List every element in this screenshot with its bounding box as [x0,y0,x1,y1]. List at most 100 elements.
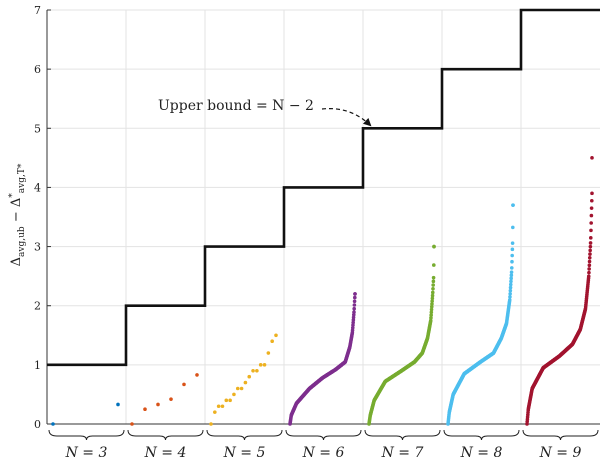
data-point [430,296,435,301]
labels: 0 1 2 3 4 5 6 7 N = 3 N = 4 N = 5 N = 6 N = 7 N = 8 N … [34,4,599,461]
data-point [586,274,591,279]
data-point [352,306,356,311]
data-point [432,263,436,267]
data-point [590,198,594,203]
data-point [351,312,356,317]
data-point [590,191,594,196]
data-point [508,291,512,296]
data-point [431,275,436,280]
data-point [130,422,134,426]
group-label: N = 9 [539,445,582,461]
data-point [216,404,221,409]
y-tick-label: 5 [34,122,41,135]
data-point [429,313,433,317]
data-point [239,386,244,391]
data-point [169,397,173,401]
y-tick-label: 3 [34,241,41,254]
data-point [588,236,593,240]
data-point [274,333,278,338]
data-point [430,299,434,303]
data-point [510,247,515,252]
data-point [587,267,591,271]
data-point [270,339,274,344]
data-point [251,368,255,373]
data-point [143,407,147,412]
data-point [589,206,594,210]
data-point [588,241,593,245]
data-point [430,293,435,298]
data-point [350,325,355,330]
data-point [235,386,240,391]
group-brace [285,429,362,441]
data-point [266,351,271,355]
data-point [429,310,434,315]
data-point [508,285,513,290]
group-brace [206,429,283,441]
data-point [429,307,434,312]
data-point [51,422,55,426]
data-point [589,228,593,233]
grid [47,9,600,425]
data-point [351,315,356,320]
data-point [507,298,512,302]
data-point [587,259,592,264]
data-point [351,320,355,325]
group-brace [364,429,441,441]
data-point [509,266,514,270]
upper-bound-staircase [47,8,600,367]
data-point [213,410,217,414]
data-point [224,398,229,403]
data-point [182,382,186,387]
data-point [511,203,515,207]
group-label: N = 5 [223,445,266,461]
data-point [511,225,515,230]
data-point [587,263,592,268]
axes [46,9,600,425]
data-point [430,290,435,295]
data-point [432,244,436,249]
data-point [262,363,267,367]
data-points [51,156,594,426]
data-point [232,392,236,397]
y-tick-label: 1 [34,359,41,372]
data-point [209,422,213,426]
data-point [352,299,357,304]
data-point [588,252,592,256]
group-brace [522,429,599,441]
upper-bound-annotation: Upper bound = N − 2 [158,98,314,114]
upper-bound-line [47,8,600,367]
data-point [508,295,512,299]
data-point [429,316,433,320]
y-tick-label: 4 [34,181,41,194]
data-point [350,328,355,333]
data-point [431,279,436,284]
data-point [352,303,357,307]
data-point [509,276,513,281]
group-label: N = 4 [144,445,187,461]
data-point [429,304,434,309]
y-axis-label: Δavg,ub − Δ*avg,T* [8,163,27,266]
y-tick-label: 2 [34,300,41,313]
data-point [428,318,433,323]
y-tick-label: 6 [34,63,41,76]
data-point [431,283,435,287]
data-point [509,273,514,278]
y-tick-label: 0 [34,418,41,431]
data-point [352,310,356,314]
data-point [430,302,434,306]
data-point [255,368,259,373]
data-point [588,248,592,253]
group-brace [443,429,520,441]
y-tick-label: 7 [34,4,41,17]
group-brace [127,429,204,441]
data-point [247,374,252,379]
data-point [228,398,232,403]
data-point [589,221,593,225]
data-point [116,402,120,407]
data-point [587,270,591,275]
data-point [510,241,515,245]
data-point [509,270,514,274]
data-point [587,255,592,260]
data-point [588,244,593,249]
data-point [510,259,514,264]
